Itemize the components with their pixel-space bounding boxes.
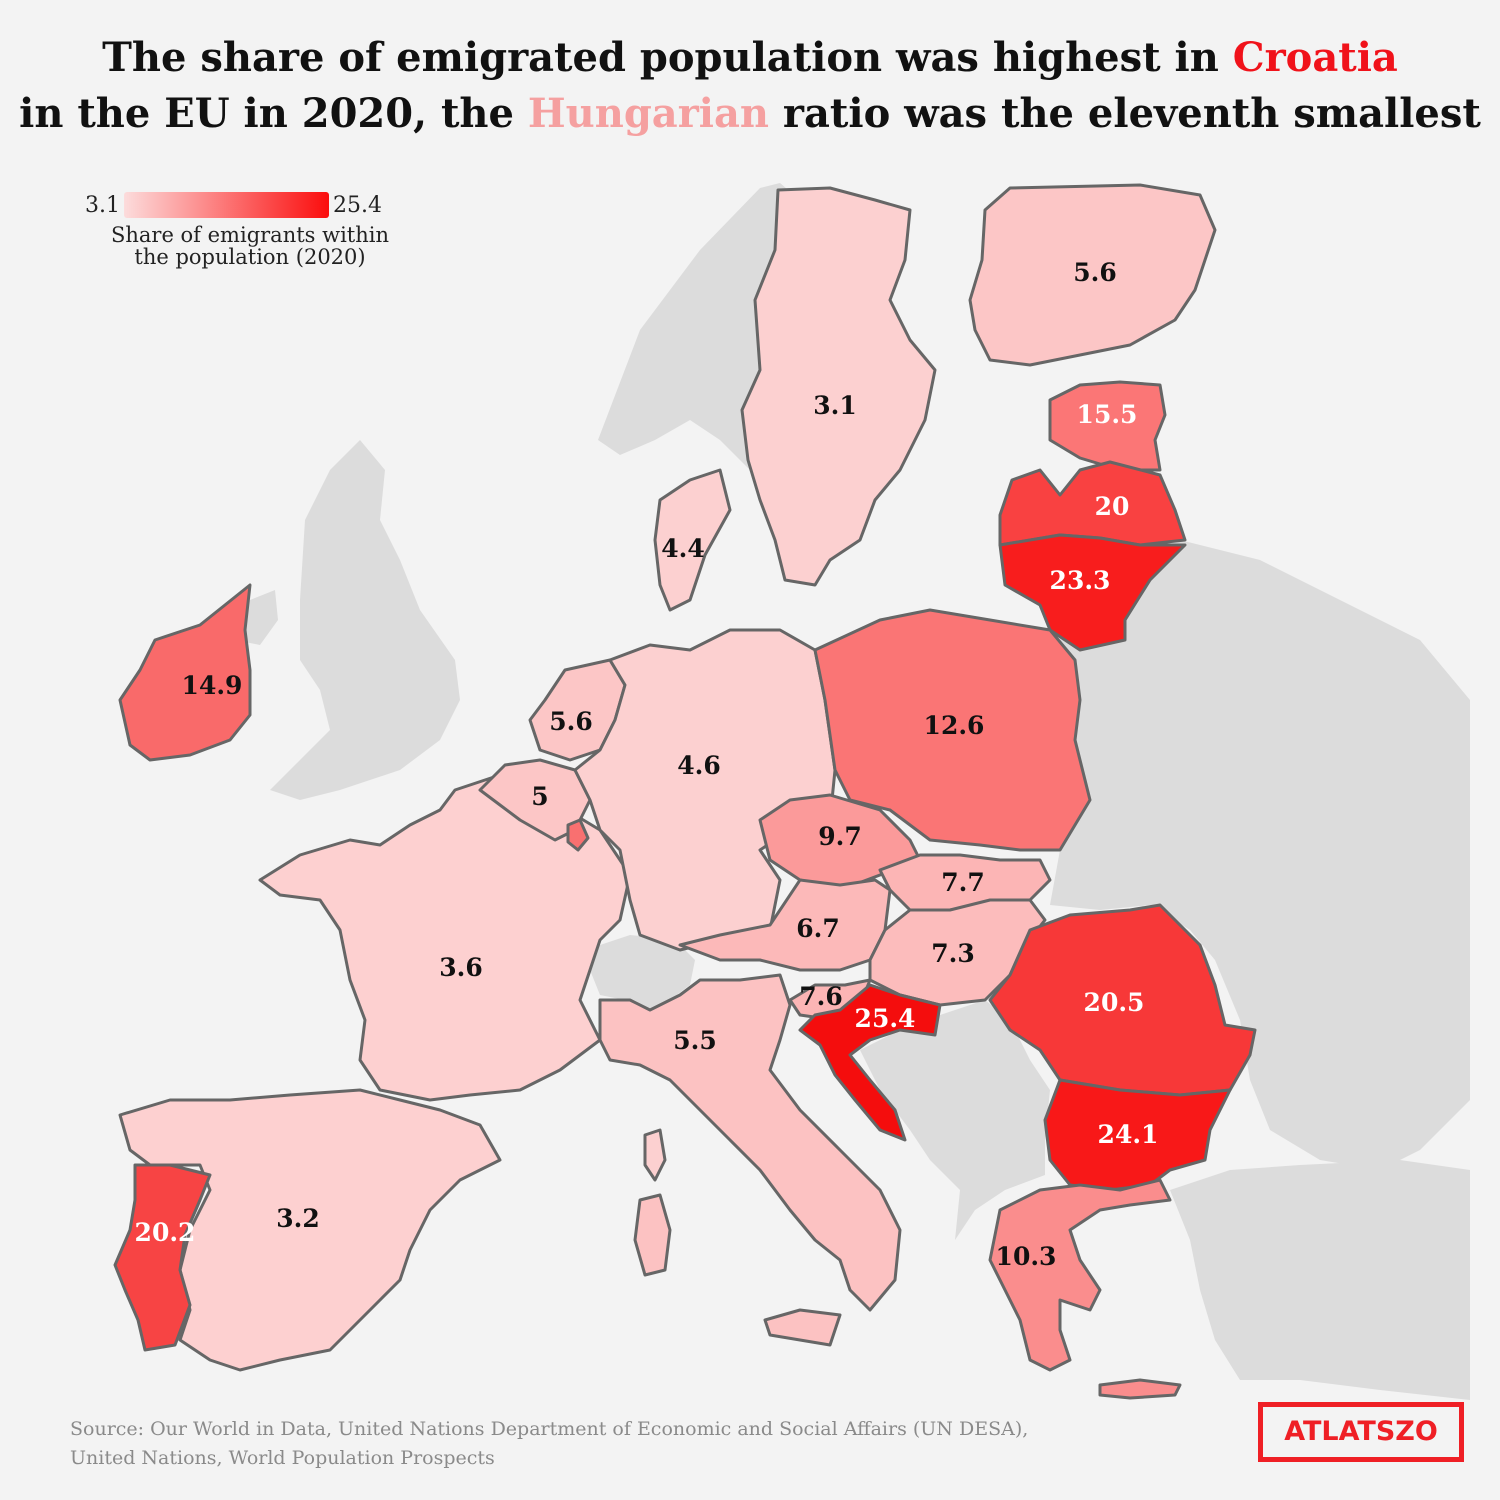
country-bulgaria [1043,1078,1232,1192]
legend-label: Share of emigrants within the population… [85,224,415,268]
country-belgium [478,758,592,842]
value-label-slovenia: 7.6 [799,982,843,1011]
value-label-hungary: 7.3 [931,939,975,968]
country-portugal [113,1163,212,1352]
country-italy [598,973,902,1312]
color-legend: 3.1 25.4 Share of emigrants within the p… [85,192,415,268]
title-highlight-croatia: Croatia [1232,34,1398,81]
country-finland [968,183,1217,367]
country-france [258,773,632,1102]
country-sicily [763,1308,842,1347]
atlatszo-logo: ATLATSZO [1258,1402,1464,1462]
value-label-bulgaria: 24.1 [1098,1120,1159,1149]
legend-scale: 3.1 25.4 [85,192,415,218]
title-line-1: The share of emigrated population was hi… [0,30,1500,86]
country-croatia [798,983,942,1142]
legend-min-value: 3.1 [85,192,120,218]
title-line-2: in the EU in 2020, the Hungarian ratio w… [0,86,1500,142]
country-austria [678,878,892,972]
chart-title: The share of emigrated population was hi… [0,30,1500,142]
value-label-sweden: 3.1 [813,391,857,420]
great-britain-land [270,440,460,800]
legend-max-value: 25.4 [333,192,382,218]
country-greece [988,1178,1172,1372]
eastern-europe-land [1050,540,1470,1170]
country-luxembourg [566,818,590,852]
title-highlight-hungarian: Hungarian [527,90,769,137]
country-poland [813,608,1092,852]
country-sardinia [633,1193,672,1277]
value-label-germany: 4.6 [677,751,721,780]
country-estonia [1048,380,1167,472]
turkey-land [1170,1160,1470,1400]
value-label-estonia: 15.5 [1077,400,1138,429]
value-label-croatia: 25.4 [855,1004,916,1033]
country-lithuania [998,533,1187,652]
value-label-france: 3.6 [439,953,483,982]
country-latvia [998,460,1187,547]
title-text: The share of emigrated population was hi… [102,34,1233,81]
legend-label-line-1: Share of emigrants within [110,223,390,247]
value-label-finland: 5.6 [1073,258,1117,287]
country-ireland [118,583,252,762]
value-label-greece: 10.3 [996,1242,1057,1271]
title-text: ratio was the eleventh smallest [769,90,1481,137]
value-label-belgium: 5 [531,782,548,811]
value-label-netherlands: 5.6 [549,707,593,736]
value-label-poland: 12.6 [924,711,985,740]
value-label-romania: 20.5 [1084,988,1145,1017]
source-line-2: United Nations, World Population Prospec… [70,1447,495,1469]
balkans-land [860,1000,1050,1240]
switzerland-land [588,935,695,1010]
country-corsica [643,1128,667,1182]
value-label-latvia: 20 [1095,492,1130,521]
country-denmark [653,468,732,612]
title-text: in the EU in 2020, the [19,90,528,137]
value-label-portugal: 20.2 [135,1218,196,1247]
value-label-austria: 6.7 [796,914,840,943]
value-label-spain: 3.2 [276,1204,320,1233]
value-label-ireland: 14.9 [182,671,243,700]
country-sweden [740,186,937,587]
legend-gradient-bar [124,192,329,218]
source-note: Source: Our World in Data, United Nation… [70,1415,1028,1473]
value-label-italy: 5.5 [673,1026,717,1055]
source-line-1: Source: Our World in Data, United Nation… [70,1418,1029,1440]
value-label-denmark: 4.4 [661,534,705,563]
country-spain [118,1088,502,1372]
country-crete [1098,1378,1182,1400]
value-label-czechia: 9.7 [818,822,862,851]
legend-label-line-2: the population (2020) [134,245,366,269]
value-label-lithuania: 23.3 [1050,566,1111,595]
country-slovakia [878,853,1052,912]
country-romania [988,903,1257,1097]
value-label-slovakia: 7.7 [941,868,985,897]
